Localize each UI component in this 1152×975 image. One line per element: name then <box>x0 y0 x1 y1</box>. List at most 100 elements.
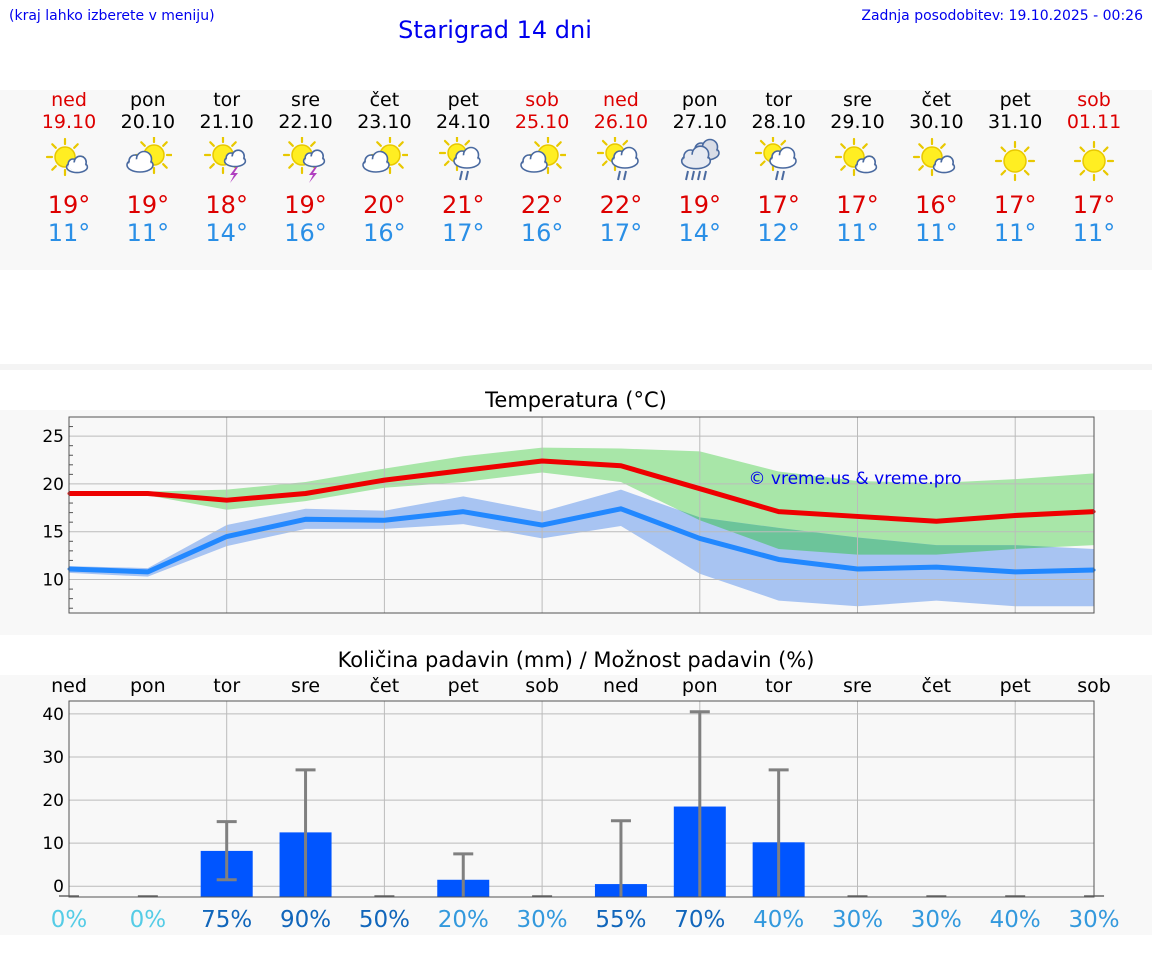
min-temperature: 11° <box>993 219 1037 247</box>
max-temperature: 17° <box>836 191 879 219</box>
sun-ray <box>601 160 608 167</box>
rain-drop <box>616 170 621 181</box>
x-category-label: sre <box>291 675 320 697</box>
max-temperature: 21° <box>441 191 485 219</box>
max-temperature-point <box>698 487 702 491</box>
precipitation-probability: 30% <box>832 907 883 933</box>
max-temperature: 16° <box>915 191 958 219</box>
sun-ray <box>759 139 766 146</box>
day-date: 01.11 <box>1066 111 1122 133</box>
sun-cloud-icon <box>45 137 89 177</box>
sun-ray <box>1023 146 1030 153</box>
sun-disc <box>1082 149 1106 173</box>
day-column: pon 20.10 19° 11° <box>108 89 187 247</box>
cloud-shape <box>680 145 711 170</box>
rain-drop <box>702 170 707 181</box>
day-column: ned 19.10 19° 11° <box>30 89 109 247</box>
day-column: sob 25.10 22° 16° <box>503 89 582 247</box>
sun-ray <box>444 139 450 146</box>
max-temperature-point <box>777 510 781 514</box>
y-tick-label: 15 <box>42 523 64 543</box>
temperature-chart-title: Temperatura (°C) <box>485 388 667 412</box>
sun-ray <box>861 143 868 149</box>
sun-ray <box>940 143 947 149</box>
sun-ray <box>161 141 168 147</box>
sun-ray <box>1000 146 1007 153</box>
x-category-label: ned <box>603 675 639 697</box>
day-name: pet <box>999 89 1031 111</box>
precipitation-chart-title: Količina padavin (mm) / Možnost padavin … <box>337 648 815 672</box>
y-tick-label: 20 <box>42 475 64 495</box>
max-temperature-point <box>1013 513 1017 517</box>
min-temperature: 14° <box>678 219 722 247</box>
watermark: © vreme.us & vreme.pro <box>748 469 961 489</box>
rain-drop <box>622 170 627 181</box>
page-title: Starigrad 14 dni <box>398 16 592 44</box>
cloud-sun-icon <box>126 137 172 175</box>
min-temperature-point <box>698 536 702 540</box>
sun-ray <box>918 165 925 171</box>
day-column: pet 24.10 21° 17° <box>424 89 503 247</box>
last-update: Zadnja posodobitev: 19.10.2025 - 00:26 <box>861 8 1143 24</box>
max-temperature: 19° <box>678 191 722 219</box>
max-temperature-point <box>540 459 544 463</box>
x-category-label: pet <box>1000 675 1031 697</box>
precipitation-probability: 50% <box>359 907 410 933</box>
precipitation-probability: 40% <box>990 907 1041 933</box>
weather-icon <box>1073 140 1115 182</box>
day-column: tor 21.10 18° 14° <box>187 89 266 247</box>
rain-drop <box>465 170 470 181</box>
min-temperature-point <box>304 517 308 521</box>
sun-ray <box>1000 169 1007 176</box>
day-column: sre 22.10 19° 16° <box>266 89 345 247</box>
sun-cloud-rain-icon <box>754 137 797 181</box>
x-category-label: čet <box>922 675 952 697</box>
min-temperature: 16° <box>284 219 327 247</box>
plot-frame <box>68 416 1095 614</box>
x-category-label: sre <box>843 675 872 697</box>
menu-hint: (kraj lahko izberete v meniju) <box>9 8 215 24</box>
cloud-sun-icon <box>520 137 567 175</box>
sun-ray <box>622 139 629 146</box>
min-temperature-point <box>777 557 781 561</box>
min-temperature: 16° <box>363 219 406 247</box>
sun-ray <box>1079 146 1086 153</box>
min-temperature: 16° <box>520 219 564 247</box>
sun-ray <box>140 141 146 147</box>
precipitation-probability: 30% <box>911 907 962 933</box>
cloud-shape <box>65 155 89 174</box>
min-temperature-point <box>1013 570 1017 574</box>
day-date: 20.10 <box>120 111 176 133</box>
weather-icon <box>439 137 482 181</box>
day-name: tor <box>765 89 793 111</box>
precipitation-probability: 30% <box>517 907 568 933</box>
min-temperature-point <box>540 523 544 527</box>
weather-icon <box>126 137 172 175</box>
day-date: 30.10 <box>909 111 964 133</box>
plot-frame <box>68 700 1095 898</box>
max-temperature-point <box>934 519 938 523</box>
precipitation-probability: 30% <box>1068 907 1119 933</box>
weather-icon <box>203 137 246 183</box>
y-tick-label: 20 <box>42 791 64 811</box>
weather-icon <box>520 137 567 175</box>
precipitation-probability: 20% <box>438 907 489 933</box>
sun-ray <box>230 141 237 147</box>
min-temperature: 17° <box>441 219 485 247</box>
sun-ray <box>208 141 215 147</box>
day-column: čet 23.10 20° 16° <box>345 89 424 247</box>
min-temperature-point <box>382 518 386 522</box>
max-temperature-point <box>619 464 623 468</box>
day-column: pet 31.10 17° 11° <box>976 89 1055 247</box>
precipitation-probability: 90% <box>280 907 331 933</box>
day-date: 28.10 <box>751 111 806 133</box>
day-name: ned <box>51 89 87 111</box>
sun-ray <box>556 141 562 147</box>
min-temperature-point <box>856 567 859 571</box>
sun-ray <box>208 163 215 169</box>
x-category-label: sob <box>1077 675 1111 697</box>
sun-ray <box>398 141 405 147</box>
max-temperature: 17° <box>993 191 1037 219</box>
sun-ray <box>309 141 316 147</box>
day-column: sob 01.11 17° 11° <box>1055 89 1134 247</box>
